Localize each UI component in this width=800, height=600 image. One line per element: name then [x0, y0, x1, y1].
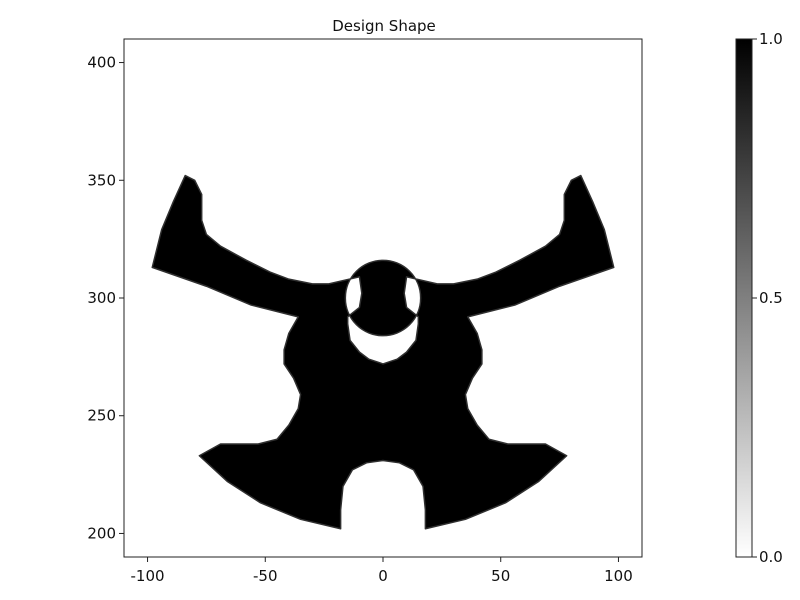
design-shape-region: [151, 174, 615, 530]
x-tick-label: 0: [378, 567, 388, 585]
y-tick-label: 250: [87, 407, 116, 425]
x-tick-label: -50: [253, 567, 278, 585]
colorbar-axis: 0.0 0.5 1.0: [752, 30, 783, 566]
colorbar-tick-label: 1.0: [759, 30, 783, 48]
colorbar-tick-label: 0.5: [759, 289, 783, 307]
colorbar-tick-label: 0.0: [759, 548, 783, 566]
y-axis: 200 250 300 350 400: [87, 54, 124, 542]
x-axis: -100 -50 0 50 100: [131, 557, 633, 585]
x-tick-label: 50: [491, 567, 510, 585]
x-tick-label: 100: [604, 567, 633, 585]
y-tick-label: 300: [87, 289, 116, 307]
design-shape: [151, 174, 615, 530]
y-tick-label: 200: [87, 524, 116, 542]
colorbar: [735, 38, 753, 558]
y-tick-label: 400: [87, 54, 116, 72]
y-tick-label: 350: [87, 171, 116, 189]
x-tick-label: -100: [131, 567, 165, 585]
chart-title: Design Shape: [332, 17, 436, 35]
